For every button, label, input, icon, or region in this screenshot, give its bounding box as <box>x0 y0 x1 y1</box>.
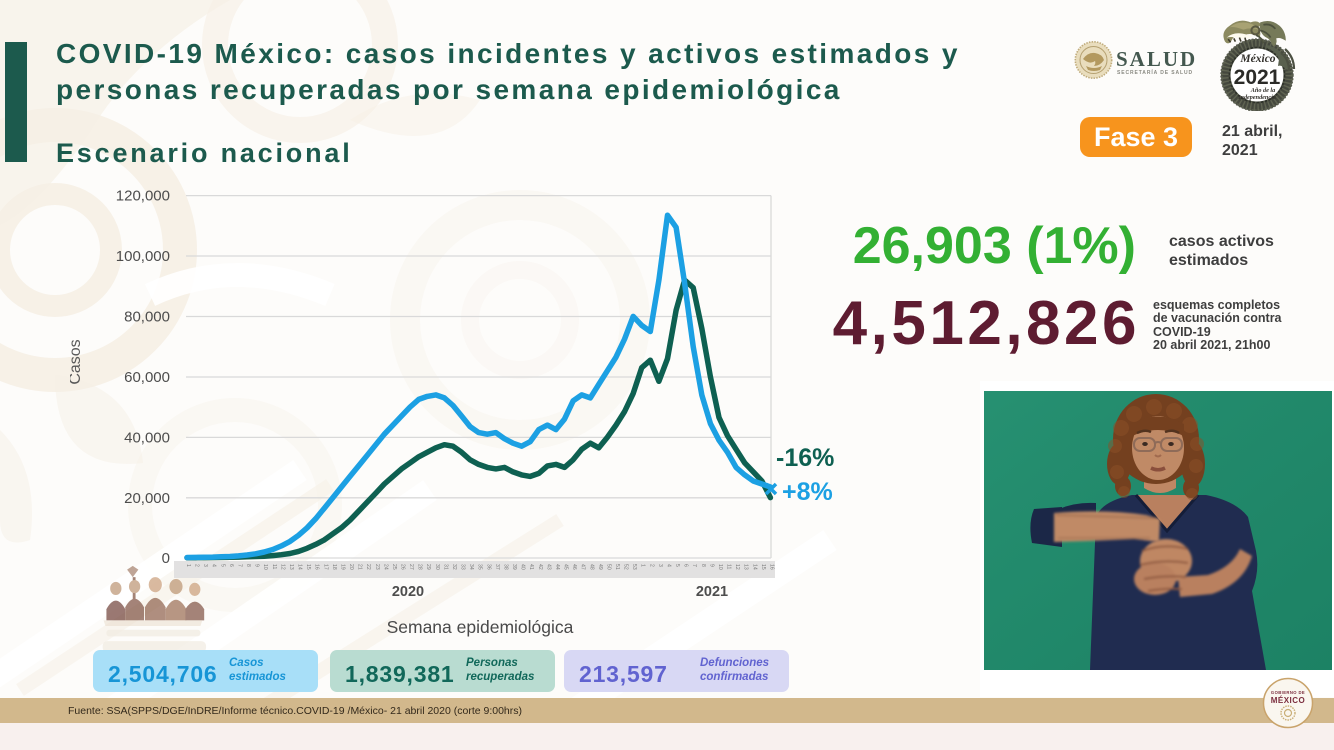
svg-text:50: 50 <box>605 564 611 570</box>
svg-text:80,000: 80,000 <box>124 309 170 326</box>
svg-text:12: 12 <box>734 564 740 570</box>
svg-text:19: 19 <box>339 564 345 570</box>
svg-text:MÉXICO: MÉXICO <box>1271 696 1306 705</box>
svg-text:33: 33 <box>460 564 466 570</box>
svg-text:-16%: -16% <box>776 444 834 472</box>
svg-text:México: México <box>1239 53 1275 65</box>
svg-text:1: 1 <box>640 564 646 567</box>
svg-text:20,000: 20,000 <box>124 490 170 507</box>
svg-text:49: 49 <box>597 564 603 570</box>
svg-text:51: 51 <box>614 564 620 570</box>
svg-text:46: 46 <box>571 564 577 570</box>
svg-text:40,000: 40,000 <box>124 429 170 446</box>
svg-text:27: 27 <box>408 564 414 570</box>
svg-text:28: 28 <box>417 564 423 570</box>
svg-text:39: 39 <box>511 564 517 570</box>
svg-text:16: 16 <box>768 564 774 570</box>
svg-text:36: 36 <box>485 564 491 570</box>
svg-text:26: 26 <box>400 564 406 570</box>
svg-text:2021: 2021 <box>696 584 728 600</box>
svg-text:14: 14 <box>751 564 757 570</box>
svg-text:37: 37 <box>494 564 500 570</box>
svg-text:13: 13 <box>288 564 294 570</box>
svg-text:5: 5 <box>219 564 225 567</box>
svg-text:6: 6 <box>683 564 689 567</box>
svg-text:0: 0 <box>162 550 170 567</box>
svg-text:18: 18 <box>331 564 337 570</box>
svg-text:1: 1 <box>185 564 191 567</box>
svg-text:17: 17 <box>322 564 328 570</box>
svg-text:53: 53 <box>631 564 637 570</box>
svg-text:9: 9 <box>254 564 260 567</box>
svg-text:31: 31 <box>442 564 448 570</box>
svg-text:11: 11 <box>271 564 277 569</box>
svg-text:45: 45 <box>563 564 569 570</box>
svg-text:32: 32 <box>451 564 457 570</box>
svg-text:6: 6 <box>228 564 234 567</box>
svg-text:8: 8 <box>700 564 706 567</box>
svg-text:43: 43 <box>545 564 551 570</box>
svg-text:4: 4 <box>211 564 217 567</box>
svg-text:24: 24 <box>382 564 388 570</box>
svg-text:100,000: 100,000 <box>116 248 170 265</box>
svg-text:2: 2 <box>194 564 200 567</box>
svg-text:8: 8 <box>245 564 251 567</box>
svg-text:38: 38 <box>503 564 509 570</box>
svg-text:Independencia: Independencia <box>1237 94 1276 101</box>
svg-text:2020: 2020 <box>392 584 424 600</box>
svg-text:9: 9 <box>708 564 714 567</box>
svg-text:Año de la: Año de la <box>1250 87 1275 94</box>
svg-text:+8%: +8% <box>782 478 833 506</box>
svg-text:2: 2 <box>648 564 654 567</box>
svg-text:42: 42 <box>537 564 543 570</box>
svg-text:25: 25 <box>391 564 397 570</box>
svg-text:48: 48 <box>588 564 594 570</box>
svg-text:20: 20 <box>348 564 354 570</box>
svg-text:52: 52 <box>623 564 629 570</box>
svg-text:34: 34 <box>468 564 474 570</box>
svg-text:Semana epidemiológica: Semana epidemiológica <box>387 617 574 637</box>
svg-text:47: 47 <box>580 564 586 570</box>
svg-text:16: 16 <box>314 564 320 570</box>
svg-text:11: 11 <box>726 564 732 569</box>
svg-text:23: 23 <box>374 564 380 570</box>
svg-text:10: 10 <box>262 564 268 570</box>
svg-text:44: 44 <box>554 564 560 570</box>
svg-text:15: 15 <box>305 564 311 570</box>
svg-text:7: 7 <box>237 564 243 567</box>
svg-text:41: 41 <box>528 564 534 570</box>
svg-text:10: 10 <box>717 564 723 570</box>
svg-text:35: 35 <box>477 564 483 570</box>
svg-text:60,000: 60,000 <box>124 369 170 386</box>
svg-text:22: 22 <box>365 564 371 570</box>
svg-text:2021: 2021 <box>1234 66 1281 89</box>
svg-text:Casos: Casos <box>70 339 84 384</box>
svg-text:21: 21 <box>357 564 363 570</box>
svg-text:15: 15 <box>760 564 766 570</box>
svg-text:40: 40 <box>520 564 526 570</box>
svg-text:13: 13 <box>743 564 749 570</box>
svg-text:12: 12 <box>279 564 285 570</box>
svg-text:7: 7 <box>691 564 697 567</box>
svg-text:GOBIERNO DE: GOBIERNO DE <box>1271 690 1305 695</box>
svg-text:3: 3 <box>657 564 663 567</box>
svg-text:29: 29 <box>425 564 431 570</box>
svg-text:120,000: 120,000 <box>116 188 170 205</box>
svg-text:4: 4 <box>666 564 672 567</box>
svg-text:30: 30 <box>434 564 440 570</box>
svg-text:14: 14 <box>297 564 303 570</box>
svg-text:3: 3 <box>202 564 208 567</box>
svg-text:5: 5 <box>674 564 680 567</box>
